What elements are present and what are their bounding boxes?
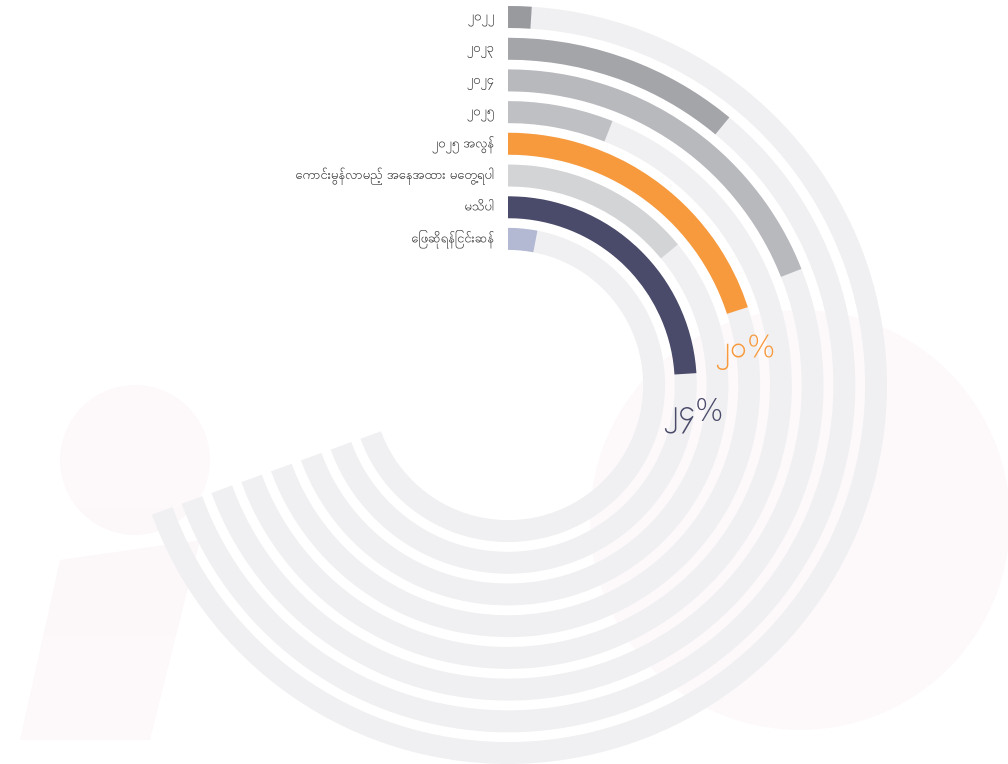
category-label: မသိပါ (464, 199, 494, 215)
bar (507, 132, 748, 314)
bar (507, 196, 697, 375)
value-label: ၂၄% (663, 393, 723, 434)
bar (507, 164, 678, 259)
category-label: ၂၀၂၃ (467, 41, 494, 58)
bar (507, 37, 730, 135)
bar (507, 227, 538, 253)
bar (507, 6, 532, 29)
category-label: ၂၀၂၄ (467, 73, 495, 90)
bar (507, 101, 613, 142)
track (151, 6, 887, 764)
category-label: ၂၀၂၅ အလွန် (432, 135, 495, 153)
category-label: ၂၀၂၅ (467, 105, 494, 122)
bar (507, 69, 802, 277)
category-label: ဖြေဆိုရန်ငြင်းဆန် (411, 229, 495, 248)
value-label: ၂၀% (715, 330, 775, 371)
bars (507, 6, 802, 375)
track (241, 101, 792, 669)
track (360, 227, 666, 543)
category-label: ကောင်းမွန်လာမည့် အနေအထား မတွေ့ရပါ (295, 167, 494, 185)
category-label: ၂၀၂၂ (468, 10, 494, 27)
track (181, 37, 856, 733)
